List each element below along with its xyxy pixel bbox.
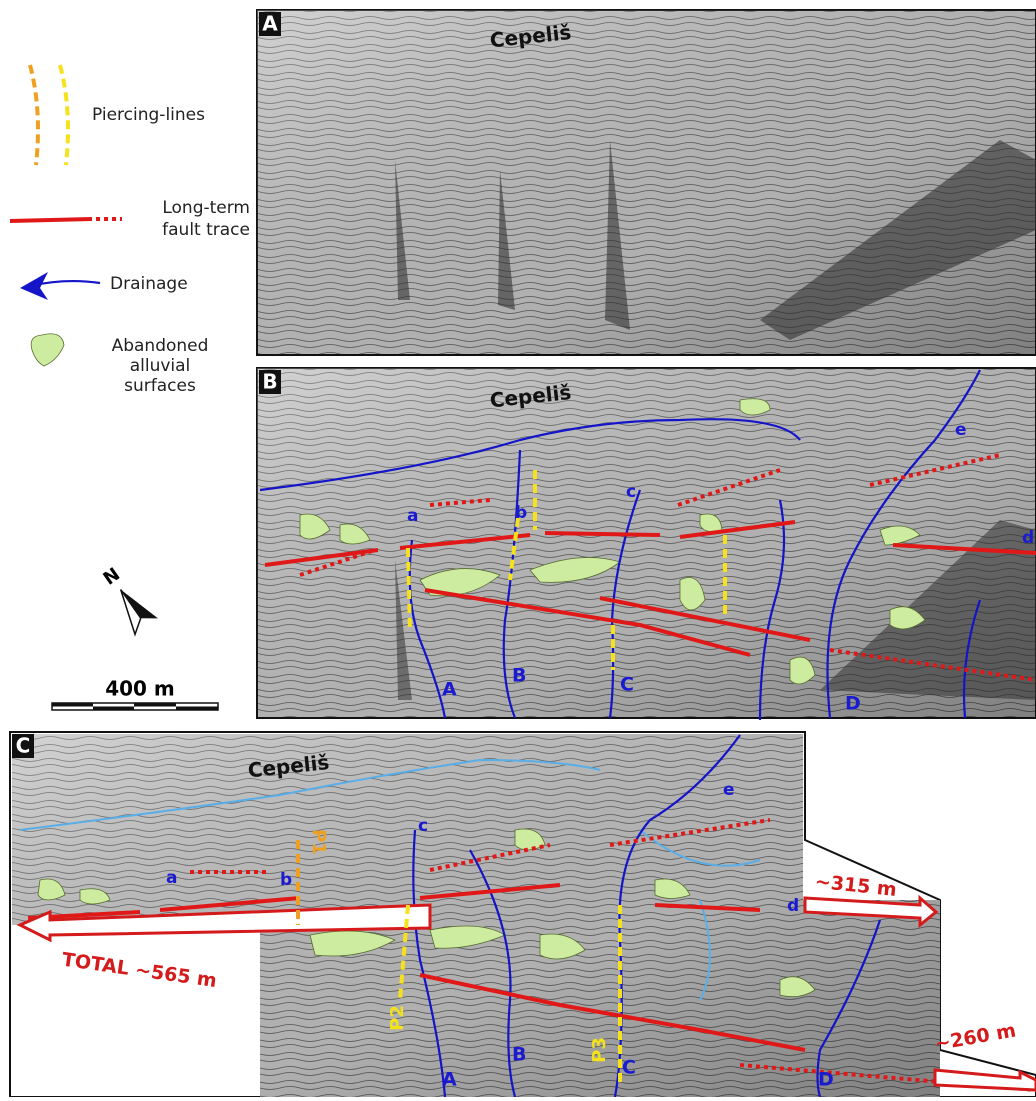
legend-text: Abandoned (112, 336, 209, 356)
legend-text: Long-term (162, 198, 250, 218)
river-label: A (442, 679, 457, 701)
stream-label: c (626, 482, 636, 502)
legend-text: Drainage (110, 274, 188, 294)
river-label: B (512, 1044, 526, 1066)
river-label: C (622, 1057, 636, 1079)
scale-label: 400 m (105, 677, 175, 701)
river-label: A (442, 1069, 457, 1091)
river-label: D (845, 693, 861, 715)
river-label: D (818, 1069, 834, 1091)
stream-label: b (515, 503, 527, 523)
piercing-line (398, 904, 410, 1001)
panel-label: C (16, 734, 31, 758)
fault (27, 883, 806, 1052)
scale-bar: 400 m (51, 677, 219, 711)
legend-piercing-yellow (58, 64, 70, 166)
legend-arrow (20, 272, 48, 300)
panel-label: B (262, 370, 277, 394)
stream-label: d (787, 896, 799, 916)
legend-fault (9, 217, 93, 223)
north-label: N (100, 564, 124, 590)
piercing-line (406, 470, 727, 670)
legend-text: alluvial (130, 356, 191, 376)
legend: Piercing-lines Long-term fault trace Dra… (9, 64, 250, 396)
legend-text: surfaces (124, 376, 196, 396)
north-arrow: N (100, 564, 158, 637)
panel-label: A (262, 12, 278, 36)
panel-c: C Cepeliš a b c d e A B C D P1 P2 P3 ~31… (9, 731, 1036, 1098)
legend-text: fault trace (162, 220, 250, 240)
panel-b: B Cepeliš a b c d e A B C D (256, 367, 1036, 721)
legend-text: Piercing-lines (92, 105, 205, 125)
stream-label: d (1022, 528, 1034, 548)
fault-dotted (190, 818, 1036, 1092)
panel-a: A Cepeliš (256, 9, 1036, 356)
piercing-label: P1 (308, 829, 329, 855)
fault (264, 520, 1036, 657)
legend-alluvial (30, 333, 65, 367)
piercing-label: P3 (589, 1037, 610, 1063)
stream-label: c (418, 816, 428, 836)
piercing-label: P2 (387, 1005, 408, 1031)
stream-label: e (955, 420, 967, 440)
river-label: C (620, 674, 634, 696)
legend-piercing-orange (28, 64, 40, 166)
offset-arrows (16, 894, 1036, 1092)
offset-label: ~260 m (933, 1019, 1018, 1055)
stream-label: e (723, 780, 735, 800)
stream-label: a (407, 506, 418, 526)
river-label: B (512, 665, 526, 687)
stream-label: b (280, 870, 292, 890)
stream-label: a (166, 868, 177, 888)
